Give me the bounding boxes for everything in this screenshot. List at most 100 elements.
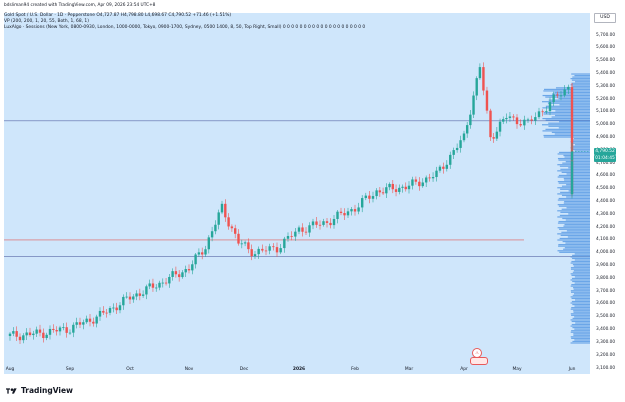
candle-body <box>465 125 469 134</box>
time-tick-label: Aug <box>5 367 15 372</box>
price-axis[interactable]: 5,700.00 5,600.00 5,500.00 5,400.00 5,300.00… <box>590 13 625 374</box>
volume-profile-bar <box>572 280 590 283</box>
time-axis[interactable]: Aug Sep Oct Nov Dec 2026 Feb Mar Apr May Jun <box>4 365 590 375</box>
candle-body <box>88 318 92 322</box>
time-tick-label: Sep <box>65 367 75 372</box>
candle-body <box>181 272 184 278</box>
candle-body <box>391 183 394 190</box>
volume-profile-bar <box>573 265 590 267</box>
volume-profile-bar <box>557 239 590 241</box>
candle-body <box>105 312 108 314</box>
candle-body <box>52 328 55 330</box>
time-tick-label: Dec <box>239 367 249 372</box>
candle-body <box>268 246 271 251</box>
volume-profile-bar <box>562 162 590 164</box>
volume-profile-bar <box>564 224 590 226</box>
candle-body <box>279 248 282 253</box>
price-tick-label: 5,700.00 <box>596 32 616 38</box>
volume-profile-bar <box>570 342 590 344</box>
candle-body <box>322 221 325 225</box>
chart-plot-area[interactable] <box>4 13 590 374</box>
candle-body <box>570 165 574 173</box>
candle-body <box>58 327 62 332</box>
volume-profile-bar <box>562 217 590 220</box>
volume-profile-bar <box>570 302 590 304</box>
candle-body <box>125 296 128 298</box>
volume-profile-bar <box>572 317 590 319</box>
price-tick-label: 4,100.00 <box>596 237 616 243</box>
volume-profile-bar <box>571 320 590 323</box>
volume-profile-bar <box>574 74 590 77</box>
price-chart[interactable] <box>4 13 590 374</box>
candle-body <box>567 86 570 90</box>
candle-body <box>18 336 22 341</box>
price-tick-label: 4,600.00 <box>596 173 616 179</box>
volume-profile-bar <box>560 234 590 236</box>
volume-profile-bar <box>557 227 590 229</box>
currency-selector[interactable]: USD <box>594 13 616 23</box>
candle-body <box>339 211 343 214</box>
volume-profile-bar <box>571 145 590 147</box>
candle-body <box>407 185 411 190</box>
volume-profile-bar <box>548 122 590 124</box>
volume-profile-bar <box>571 300 590 303</box>
volume-profile-bar <box>542 107 590 109</box>
volume-profile-bar <box>568 167 590 169</box>
price-tick-label: 4,300.00 <box>596 211 616 217</box>
legend-symbol-ohlc: Gold Spot / U.S. Dollar · 1D · Peppersto… <box>4 13 232 18</box>
volume-profile-bar <box>560 211 590 213</box>
volume-profile-bar <box>570 331 590 333</box>
price-tick-label: 3,400.00 <box>596 327 616 333</box>
volume-profile-bar <box>570 319 590 321</box>
candle-body <box>48 328 52 335</box>
volume-profile-bar <box>571 323 590 326</box>
volume-profile-bar <box>542 124 590 126</box>
price-tick-label: 4,200.00 <box>596 224 616 230</box>
candle-body <box>498 121 502 132</box>
candle-body <box>164 282 168 284</box>
candle-body <box>414 179 418 182</box>
candle-body <box>502 119 505 122</box>
volume-profile-bar <box>561 208 590 210</box>
volume-profile-bar <box>570 267 590 269</box>
volume-profile-bar <box>545 128 590 130</box>
candle-body <box>388 183 391 188</box>
volume-profile-bar <box>557 216 590 218</box>
candle-body <box>8 333 12 336</box>
event-badge[interactable] <box>470 357 488 365</box>
volume-profile-bar <box>557 187 590 189</box>
candle-body <box>418 181 421 187</box>
candle-body <box>227 217 230 227</box>
candle-body <box>128 296 132 300</box>
volume-profile-bar <box>570 141 590 143</box>
volume-profile-bar <box>559 251 590 253</box>
candle-body <box>421 182 424 187</box>
candle-body <box>563 89 566 96</box>
candle-body <box>385 187 388 194</box>
candle-body <box>210 231 214 238</box>
candle-body <box>264 250 268 252</box>
price-tick-label: 5,100.00 <box>596 109 616 115</box>
volume-profile-bar <box>573 137 590 140</box>
candle-body <box>570 107 574 118</box>
candle-body <box>98 310 102 317</box>
volume-profile-bar <box>548 99 590 101</box>
candle-body <box>217 212 220 225</box>
candle-body <box>75 322 78 325</box>
volume-profile-bar <box>573 311 590 313</box>
candle-body <box>38 329 42 333</box>
time-tick-label: Oct <box>126 367 134 372</box>
candle-body <box>508 116 512 118</box>
candle-body <box>82 322 85 325</box>
price-tick-label: 3,300.00 <box>596 339 616 345</box>
candle-body <box>72 324 75 333</box>
volume-profile-bar <box>558 205 590 207</box>
candle-body <box>308 225 311 233</box>
candle-body <box>492 137 495 139</box>
volume-profile-bar <box>557 176 590 178</box>
volume-profile-bar <box>543 90 590 92</box>
candle-body <box>191 264 194 271</box>
volume-profile-bar <box>565 219 590 221</box>
volume-profile-bar <box>571 314 590 316</box>
candle-body <box>505 117 508 120</box>
